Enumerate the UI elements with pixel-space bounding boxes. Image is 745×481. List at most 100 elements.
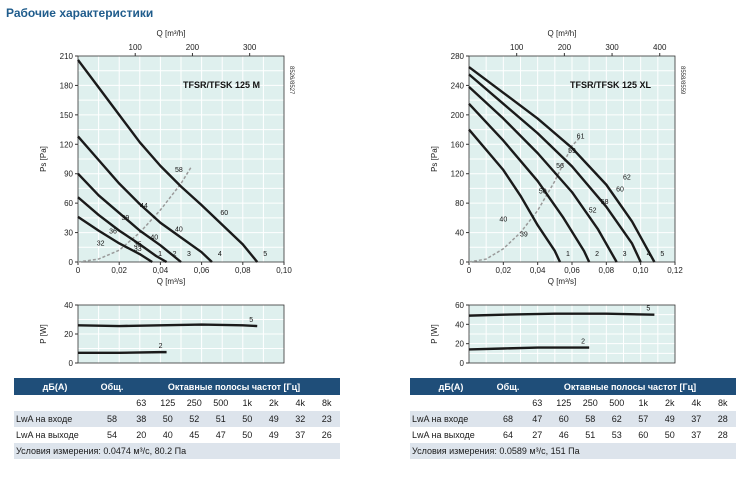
measurement-conditions: Условия измерения: 0.0589 м³/с, 151 Па — [410, 443, 737, 459]
x2-tick-label: 200 — [558, 43, 572, 52]
band-value: 52 — [181, 411, 208, 427]
y-tick-label: 40 — [455, 229, 464, 238]
power-curve-2 — [468, 346, 590, 351]
x-tick-label: 0,10 — [633, 266, 649, 275]
fan-curve-4 — [468, 73, 642, 263]
power-y-axis-label: P [W] — [39, 324, 48, 343]
power-y-axis-label: P [W] — [430, 324, 439, 343]
y-tick-label: 0 — [69, 258, 74, 267]
y-tick-label: 210 — [60, 52, 74, 61]
band-value: 27 — [524, 427, 551, 443]
power-curve-name: 5 — [249, 317, 253, 324]
curve-value-label: 59 — [568, 148, 576, 155]
band-header-row: 63 125 250 500 1k 2k 4k 8k — [410, 395, 737, 411]
y-tick-label: 200 — [451, 111, 465, 120]
chart-model-title: TFSR/TFSK 125 M — [183, 80, 260, 90]
y-tick-label: 80 — [455, 199, 464, 208]
band-value: 28 — [709, 411, 737, 427]
fan-curve-4 — [77, 135, 213, 263]
x2-axis-label: Q [m³/h] — [548, 29, 577, 38]
band-value: 50 — [234, 427, 261, 443]
fan-curve-3 — [77, 172, 182, 263]
x-tick-label: 0,10 — [276, 266, 292, 275]
band-value: 57 — [630, 411, 657, 427]
header-bands: Октавные полосы частот [Гц] — [524, 378, 737, 395]
curve-name-label: 3 — [623, 251, 627, 258]
fan-curve-5 — [468, 66, 656, 263]
curve-value-label: 62 — [623, 175, 631, 182]
x-tick-label: 0,08 — [599, 266, 615, 275]
header-total: Общ. — [96, 378, 128, 395]
curve-value-label: 33 — [134, 246, 142, 253]
band-label: 1k — [234, 395, 261, 411]
conditions-row: Условия измерения: 0.0589 м³/с, 151 Па — [410, 443, 737, 459]
header-total: Общ. — [492, 378, 524, 395]
band-value: 23 — [313, 411, 341, 427]
curve-value-label: 56 — [556, 163, 564, 170]
band-label: 63 — [128, 395, 155, 411]
y-tick-label: 160 — [451, 140, 465, 149]
y-tick-label: 120 — [60, 140, 74, 149]
fan-curve-2 — [77, 196, 168, 264]
fan-curve-2 — [468, 103, 591, 263]
chart-code: 8526/8527 — [288, 66, 294, 95]
band-header-row: 63 125 250 500 1k 2k 4k 8k — [14, 395, 341, 411]
x2-tick-label: 100 — [129, 43, 143, 52]
x-tick-label: 0,02 — [111, 266, 127, 275]
x2-tick-label: 300 — [243, 43, 257, 52]
curve-name-label: 2 — [173, 251, 177, 258]
curve-name-label: 1 — [158, 251, 162, 258]
curve-value-label: 61 — [577, 133, 585, 140]
curve-value-label: 60 — [220, 210, 228, 217]
x-tick-label: 0,04 — [153, 266, 169, 275]
x2-tick-label: 200 — [186, 43, 200, 52]
power-y-tick-label: 40 — [455, 320, 464, 329]
power-plot-frame — [468, 304, 676, 364]
band-value: 50 — [234, 411, 261, 427]
fan-curve-1 — [77, 215, 153, 264]
band-value: 51 — [577, 427, 604, 443]
fan-curve-1 — [468, 128, 562, 263]
power-y-tick-label: 60 — [455, 301, 464, 310]
y-tick-label: 90 — [64, 170, 73, 179]
table-row: LwA на входе 68 47 60 58 62 57 49 37 28 — [410, 411, 737, 427]
band-label: 4k — [287, 395, 314, 411]
empty-cell — [14, 395, 96, 411]
band-value: 49 — [656, 411, 683, 427]
power-curve-5 — [77, 323, 258, 328]
row-total: 64 — [492, 427, 524, 443]
band-value: 50 — [154, 411, 181, 427]
header-db: дБ(A) — [14, 378, 96, 395]
curve-name-label: 4 — [647, 251, 651, 258]
band-value: 58 — [577, 411, 604, 427]
page-title: Рабочие характеристики — [6, 6, 154, 20]
power-curve-name: 2 — [581, 339, 585, 346]
empty-cell — [492, 395, 524, 411]
y-axis-label: Ps [Pa] — [430, 146, 439, 172]
chart-model-title: TFSR/TFSK 125 XL — [570, 80, 652, 90]
power-y-tick-label: 0 — [69, 359, 74, 368]
table-row: LwA на выходе 54 20 40 45 47 50 49 37 26 — [14, 427, 341, 443]
band-label: 125 — [550, 395, 577, 411]
curve-name-label: 4 — [218, 251, 222, 258]
curve-value-label: 60 — [616, 186, 624, 193]
empty-cell — [410, 395, 492, 411]
band-label: 250 — [181, 395, 208, 411]
band-value: 49 — [260, 411, 287, 427]
x-tick-label: 0 — [467, 266, 472, 275]
band-value: 62 — [603, 411, 630, 427]
row-label: LwA на выходе — [410, 427, 492, 443]
fan-curve-5 — [77, 59, 259, 263]
band-label: 8k — [709, 395, 737, 411]
x2-tick-label: 100 — [510, 43, 524, 52]
power-y-tick-label: 20 — [64, 330, 73, 339]
x-tick-label: 0,06 — [564, 266, 580, 275]
x2-axis-label: Q [m³/h] — [157, 29, 186, 38]
band-label: 63 — [524, 395, 551, 411]
sound-table-m: дБ(A) Общ. Октавные полосы частот [Гц] 6… — [14, 378, 341, 459]
header-db: дБ(A) — [410, 378, 492, 395]
x-tick-label: 0,02 — [496, 266, 512, 275]
row-total: 54 — [96, 427, 128, 443]
power-y-tick-label: 20 — [455, 340, 464, 349]
curve-value-label: 52 — [589, 208, 597, 215]
